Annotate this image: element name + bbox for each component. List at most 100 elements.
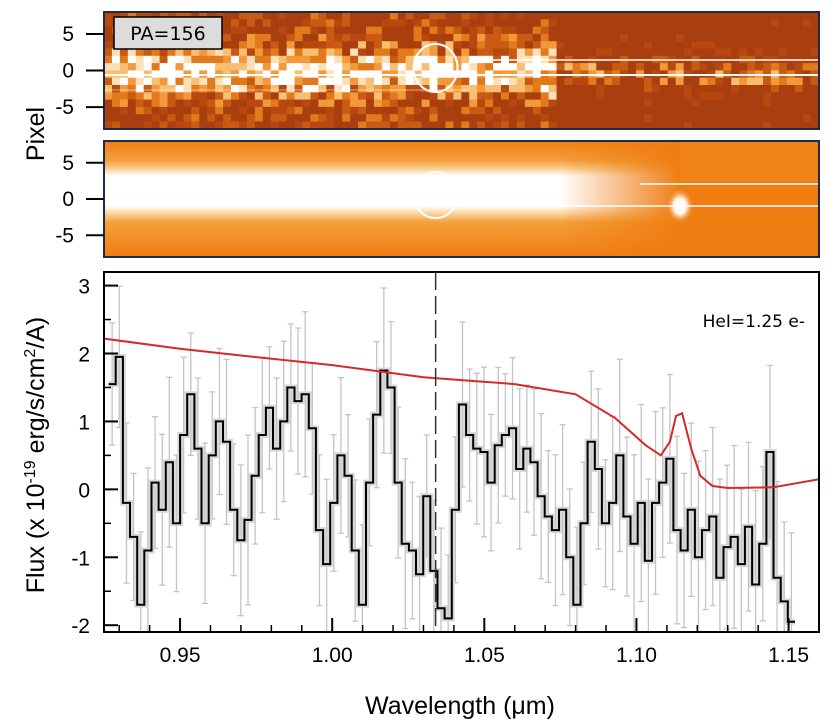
heatmap-cell (429, 19, 438, 27)
heatmap-cell (111, 77, 121, 86)
heatmap-cell (453, 106, 462, 115)
heatmap-cell (119, 121, 129, 129)
heatmap-cell (739, 92, 748, 100)
heatmap-cell (421, 12, 430, 20)
heatmap-cell (270, 33, 280, 42)
heatmap-cell (588, 106, 597, 115)
heatmap-cell (755, 33, 764, 42)
heatmap-cell (580, 41, 589, 49)
heatmap-cell (366, 33, 375, 42)
heatmap-cell (310, 106, 319, 115)
heatmap-cell (350, 114, 359, 122)
x-tick-label: 1.05 (464, 644, 505, 667)
heatmap-cell (715, 106, 724, 115)
heatmap-cell (786, 26, 796, 35)
heatmap-cell (620, 26, 629, 35)
heatmap-cell (397, 41, 407, 49)
heatmap-cell (342, 85, 351, 93)
heatmap-cell (159, 106, 168, 115)
heatmap-cell (493, 19, 502, 27)
heatmap-cell (223, 19, 232, 27)
heatmap-cell (167, 114, 176, 122)
heatmap-cell (231, 55, 240, 64)
heatmap-cell (659, 92, 669, 100)
heatmap-cell (794, 48, 804, 57)
heatmap-cell (278, 12, 288, 20)
heatmap-cell (326, 12, 335, 20)
heatmap-cell (786, 77, 796, 86)
heatmap-cell (358, 114, 367, 122)
heatmap-cell (770, 114, 780, 122)
heatmap-cell (215, 99, 224, 108)
heatmap-cell (342, 77, 351, 86)
heatmap-cell (683, 41, 692, 49)
heatmap-cell (262, 55, 272, 64)
heatmap-cell (461, 26, 470, 35)
heatmap-cell (127, 92, 137, 100)
heatmap-cell (604, 48, 613, 57)
heatmap-cell (366, 99, 375, 108)
heatmap-cell (493, 41, 502, 49)
heatmap-cell (667, 63, 677, 71)
heatmap-cell (366, 114, 375, 122)
heatmap-cell (540, 26, 550, 35)
heatmap-cell (389, 77, 399, 86)
heatmap-cell (143, 121, 153, 129)
heatmap-cell (755, 92, 764, 100)
heatmap-cell (683, 77, 692, 86)
heatmap-cell (104, 92, 113, 100)
heatmap-cell (381, 19, 391, 27)
heatmap-cell (373, 26, 383, 35)
heatmap-cell (707, 63, 716, 71)
heatmap-cell (326, 63, 335, 71)
spectrum-line (108, 355, 795, 623)
heatmap-cell (397, 77, 407, 86)
heatmap-cell (643, 41, 653, 49)
heatmap-cell (358, 41, 367, 49)
heatmap-cell (294, 33, 303, 42)
heatmap-cell (477, 114, 486, 122)
heatmap-cell (580, 77, 589, 86)
heatmap-cell (612, 63, 621, 71)
heatmap-cell (659, 106, 669, 115)
heatmap-cell (358, 63, 367, 71)
heatmap-cell (119, 106, 129, 115)
heatmap-cell (723, 106, 732, 115)
heatmap-cell (747, 92, 756, 100)
heatmap-cell (207, 48, 216, 57)
heatmap-cell (183, 114, 192, 122)
heatmap-cell (342, 55, 351, 64)
heatmap-cell (675, 41, 685, 49)
heatmap-cell (111, 92, 121, 100)
heatmap-cell (294, 77, 303, 86)
heatmap-cell (413, 26, 422, 35)
heatmap-cell (246, 26, 256, 35)
y-tick-label: 2 (78, 344, 90, 367)
heatmap-cell (604, 85, 613, 93)
heatmap-cell (763, 19, 772, 27)
heatmap-cell (628, 85, 637, 93)
heatmap-cell (675, 19, 685, 27)
heatmap-cell (675, 48, 685, 57)
heatmap-cell (151, 12, 160, 20)
heatmap-cell (707, 99, 716, 108)
heatmap-cell (270, 92, 280, 100)
heatmap-cell (770, 63, 780, 71)
heatmap-cell (794, 92, 804, 100)
heatmap-cell (397, 99, 407, 108)
heatmap-cell (104, 106, 113, 115)
heatmap-cell (691, 26, 700, 35)
heatmap-cell (302, 77, 311, 86)
heatmap-cell (366, 41, 375, 49)
heatmap-cell (278, 33, 288, 42)
heatmap-cell (453, 33, 462, 42)
heatmap-cell (675, 77, 685, 86)
heatmap-cell (628, 106, 637, 115)
heatmap-cell (437, 114, 446, 122)
heatmap-cell (794, 19, 804, 27)
heatmap-cell (715, 63, 724, 71)
heatmap-cell (104, 26, 113, 35)
heatmap-cell (493, 106, 502, 115)
heatmap-cell (286, 114, 295, 122)
heatmap-cell (604, 121, 613, 129)
